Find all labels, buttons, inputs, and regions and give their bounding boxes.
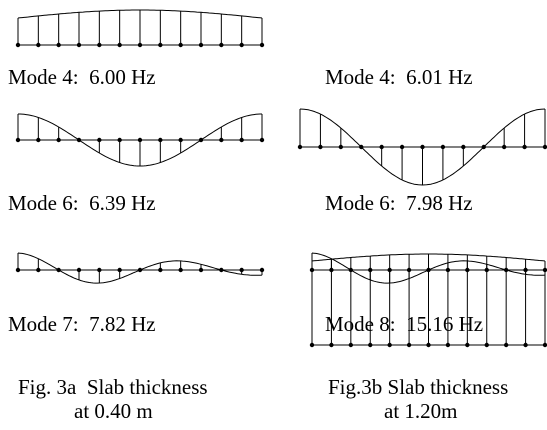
node [178,137,183,143]
node [56,42,61,48]
node [36,267,41,273]
node [239,42,244,48]
caption: at 0.40 m [74,399,153,423]
node [36,42,41,48]
node [56,267,61,273]
node [481,144,486,150]
node [76,137,82,143]
node [219,137,224,143]
node [198,42,204,48]
node [219,267,224,273]
node [318,144,323,150]
beam [309,253,547,348]
node [15,42,21,48]
node [399,144,405,150]
mode-label: Mode 4: 6.01 Hz [325,65,473,89]
node [348,342,354,348]
node [137,137,143,143]
node [36,137,41,143]
node [406,342,412,348]
node [97,42,102,48]
beam [15,113,265,167]
mode-shapes [15,9,547,348]
node [158,267,163,273]
caption: Fig.3b Slab thickness [328,375,508,399]
node [368,342,373,348]
node [198,267,204,273]
node [259,42,265,48]
beam [297,108,547,186]
mode-label: Mode 7: 7.82 Hz [8,312,156,336]
mode-label: Mode 8: 15.16 Hz [325,312,483,336]
mode-label: Mode 4: 6.00 Hz [8,65,156,89]
node [259,267,265,273]
node [117,137,122,143]
caption: at 1.20m [384,399,458,423]
node [158,42,163,48]
node [137,267,143,273]
node [338,144,344,150]
mode-label: Mode 6: 7.98 Hz [325,191,473,215]
node [56,137,61,143]
node [97,267,102,273]
node [445,342,451,348]
node [178,267,183,273]
node [420,144,425,150]
mode-label: Mode 6: 6.39 Hz [8,191,156,215]
node [309,342,315,348]
node [137,42,143,48]
node [379,144,384,150]
node [426,342,431,348]
node [503,342,509,348]
node [461,144,466,150]
node [219,42,224,48]
node [198,137,204,143]
node [15,137,21,143]
node [359,144,364,150]
node [239,137,244,143]
node [542,342,547,348]
node [484,342,489,348]
node [440,144,446,150]
beam [15,252,265,284]
node [158,137,163,143]
node [97,137,102,143]
node [465,342,470,348]
node [76,267,82,273]
node [522,144,527,150]
node [259,137,265,143]
node [15,267,21,273]
node [117,42,122,48]
beam [15,9,265,48]
node [297,144,303,150]
node [178,42,183,48]
node [329,342,334,348]
caption: Fig. 3a Slab thickness [18,375,208,399]
node [117,267,122,273]
node [501,144,507,150]
node [523,342,528,348]
node [239,267,244,273]
node [387,342,392,348]
node [542,144,547,150]
node [76,42,82,48]
